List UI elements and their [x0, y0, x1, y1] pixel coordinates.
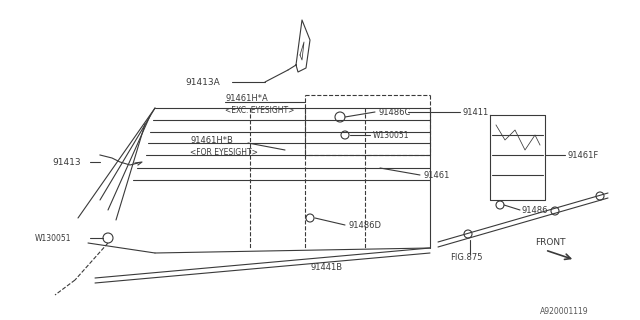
Text: <FOR EYESIGHT>: <FOR EYESIGHT> [190, 148, 258, 156]
Text: FRONT: FRONT [535, 237, 566, 246]
Text: 91411: 91411 [462, 108, 488, 116]
Text: W130051: W130051 [35, 234, 72, 243]
Text: A920001119: A920001119 [540, 308, 589, 316]
Text: 91413A: 91413A [185, 77, 220, 86]
Text: 91486: 91486 [522, 205, 548, 214]
Text: 91461F: 91461F [567, 150, 598, 159]
Text: 91441B: 91441B [310, 263, 342, 273]
Text: 91413: 91413 [52, 157, 81, 166]
Text: 91461H*A: 91461H*A [225, 93, 268, 102]
Text: 91461: 91461 [423, 171, 449, 180]
Text: 91461H*B: 91461H*B [190, 135, 233, 145]
Text: 91486C: 91486C [378, 108, 410, 116]
Text: W130051: W130051 [373, 131, 410, 140]
Text: 91486D: 91486D [348, 220, 381, 229]
Text: <EXC. EYESIGHT>: <EXC. EYESIGHT> [225, 106, 294, 115]
Text: FIG.875: FIG.875 [450, 253, 483, 262]
